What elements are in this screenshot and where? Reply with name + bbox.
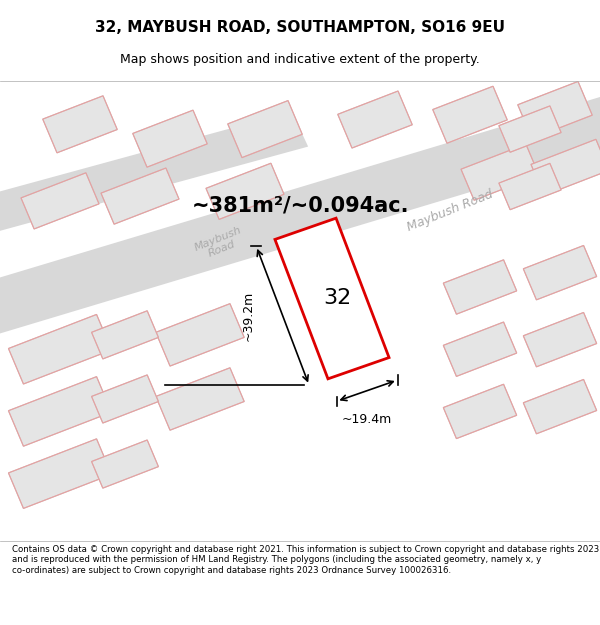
Polygon shape bbox=[443, 260, 517, 314]
Text: Maybush
Road: Maybush Road bbox=[193, 224, 247, 263]
Polygon shape bbox=[275, 218, 389, 379]
Polygon shape bbox=[433, 86, 507, 143]
Polygon shape bbox=[228, 101, 302, 158]
Polygon shape bbox=[92, 311, 158, 359]
Polygon shape bbox=[443, 384, 517, 439]
Polygon shape bbox=[523, 312, 596, 367]
Polygon shape bbox=[523, 246, 596, 300]
Polygon shape bbox=[499, 163, 561, 210]
Polygon shape bbox=[92, 375, 158, 423]
Polygon shape bbox=[92, 440, 158, 488]
Text: Contains OS data © Crown copyright and database right 2021. This information is : Contains OS data © Crown copyright and d… bbox=[12, 545, 599, 574]
Polygon shape bbox=[443, 322, 517, 376]
Polygon shape bbox=[0, 112, 308, 242]
Text: 32: 32 bbox=[323, 289, 351, 309]
Polygon shape bbox=[156, 304, 244, 366]
Text: ~39.2m: ~39.2m bbox=[242, 291, 254, 341]
Polygon shape bbox=[8, 377, 112, 446]
Polygon shape bbox=[499, 106, 561, 152]
Polygon shape bbox=[518, 81, 592, 139]
Polygon shape bbox=[21, 173, 99, 229]
Polygon shape bbox=[8, 439, 112, 508]
Polygon shape bbox=[461, 144, 539, 200]
Polygon shape bbox=[206, 163, 284, 219]
Polygon shape bbox=[523, 379, 596, 434]
Text: Map shows position and indicative extent of the property.: Map shows position and indicative extent… bbox=[120, 52, 480, 66]
Polygon shape bbox=[133, 110, 207, 167]
Text: Maybush Road: Maybush Road bbox=[405, 188, 495, 234]
Polygon shape bbox=[101, 168, 179, 224]
Polygon shape bbox=[43, 96, 117, 153]
Polygon shape bbox=[156, 368, 244, 430]
Text: ~19.4m: ~19.4m bbox=[342, 412, 392, 426]
Polygon shape bbox=[8, 314, 112, 384]
Polygon shape bbox=[338, 91, 412, 148]
Text: 32, MAYBUSH ROAD, SOUTHAMPTON, SO16 9EU: 32, MAYBUSH ROAD, SOUTHAMPTON, SO16 9EU bbox=[95, 20, 505, 35]
Text: ~381m²/~0.094ac.: ~381m²/~0.094ac. bbox=[191, 196, 409, 216]
Polygon shape bbox=[531, 139, 600, 196]
Polygon shape bbox=[0, 85, 600, 346]
